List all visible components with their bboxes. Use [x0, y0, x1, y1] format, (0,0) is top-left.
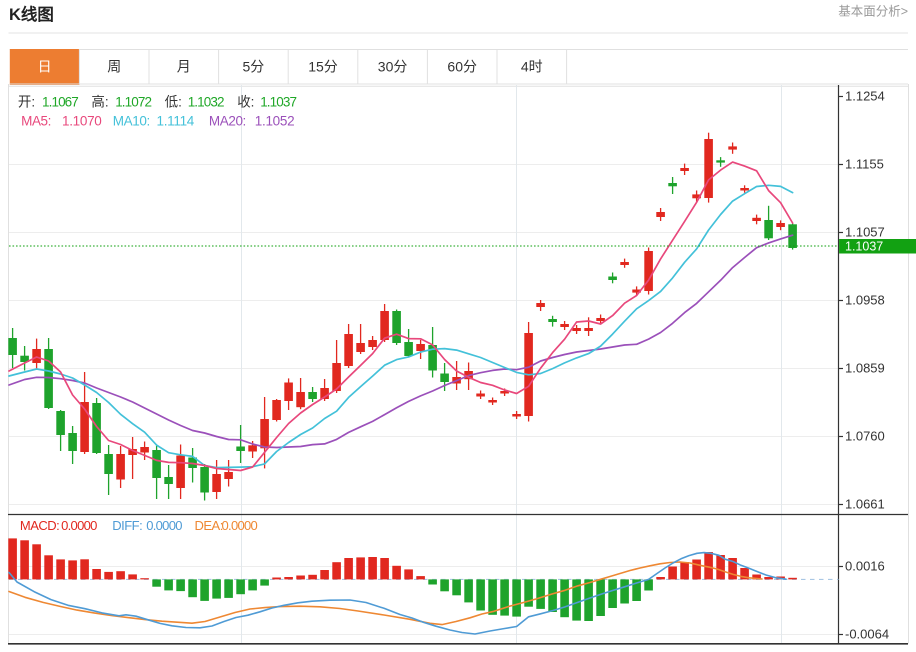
svg-text:MACD:: MACD:: [20, 518, 59, 533]
svg-text:K线图: K线图: [9, 4, 54, 24]
svg-text:低:: 低:: [165, 95, 182, 110]
svg-text:1.1155: 1.1155: [845, 157, 884, 172]
svg-text:1.1067: 1.1067: [42, 95, 78, 110]
svg-text:MA5:: MA5:: [21, 114, 51, 129]
svg-text:0.0000: 0.0000: [61, 518, 97, 533]
svg-text:周: 周: [107, 59, 121, 75]
svg-text:0.0016: 0.0016: [845, 559, 885, 574]
svg-text:1.1052: 1.1052: [255, 114, 294, 129]
svg-text:1.1057: 1.1057: [845, 225, 885, 240]
svg-text:1.0760: 1.0760: [845, 429, 885, 444]
svg-text:1.1032: 1.1032: [188, 95, 224, 110]
svg-text:0.0000: 0.0000: [222, 518, 258, 533]
svg-text:收:: 收:: [237, 95, 254, 110]
svg-text:0.0000: 0.0000: [146, 518, 182, 533]
svg-text:1.0859: 1.0859: [845, 361, 885, 376]
svg-text:月: 月: [177, 59, 191, 75]
svg-text:DIFF:: DIFF:: [112, 518, 142, 533]
svg-text:1.0958: 1.0958: [845, 293, 885, 308]
svg-text:5分: 5分: [243, 59, 265, 75]
svg-text:1.1037: 1.1037: [260, 95, 296, 110]
svg-text:1.0661: 1.0661: [845, 497, 885, 512]
svg-text:日: 日: [38, 59, 52, 75]
svg-text:DEA:: DEA:: [195, 518, 223, 533]
svg-text:基本面分析>: 基本面分析>: [838, 5, 908, 19]
svg-text:1.1072: 1.1072: [115, 95, 151, 110]
svg-text:1.1254: 1.1254: [845, 89, 885, 104]
svg-text:1.1070: 1.1070: [62, 114, 102, 129]
svg-text:MA20:: MA20:: [209, 114, 246, 129]
svg-text:-0.0064: -0.0064: [845, 627, 889, 642]
svg-text:15分: 15分: [308, 59, 338, 75]
svg-text:1.1114: 1.1114: [157, 114, 195, 129]
svg-text:MA10:: MA10:: [113, 114, 150, 129]
svg-text:4时: 4时: [521, 59, 543, 75]
svg-text:1.1037: 1.1037: [845, 240, 883, 254]
svg-text:30分: 30分: [378, 59, 408, 75]
svg-text:高:: 高:: [91, 94, 108, 110]
svg-text:开:: 开:: [18, 95, 35, 110]
svg-text:60分: 60分: [447, 59, 477, 75]
